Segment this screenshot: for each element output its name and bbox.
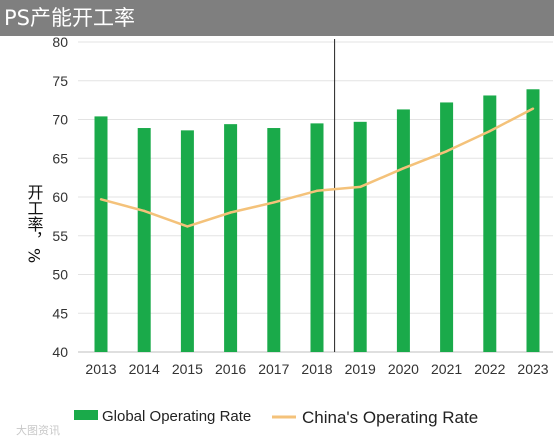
bar-global-2023 — [526, 89, 540, 353]
title-bar: PS产能开工率 — [0, 0, 554, 36]
x-tick-label: 2018 — [301, 361, 332, 377]
x-tick-label: 2022 — [474, 361, 505, 377]
y-tick-label: 65 — [52, 150, 68, 166]
y-tick-label: 55 — [52, 228, 68, 244]
point-china-2015 — [186, 225, 189, 228]
x-tick-label: 2017 — [258, 361, 289, 377]
bar-global-2022 — [483, 95, 497, 352]
bar-global-2018 — [310, 123, 324, 352]
y-tick-label: 50 — [52, 267, 68, 283]
legend-label-global: Global Operating Rate — [102, 408, 251, 425]
x-tick-label: 2013 — [85, 361, 116, 377]
bar-global-2014 — [137, 128, 151, 352]
bar-global-2013 — [94, 116, 108, 353]
point-china-2023 — [531, 107, 535, 110]
point-china-2013 — [99, 198, 103, 201]
point-china-2017 — [272, 201, 275, 204]
bar-global-2021 — [440, 102, 454, 352]
watermark-text: 大图资讯 — [16, 423, 60, 437]
y-tick-label: 80 — [52, 34, 68, 50]
x-ticks: 2013 2014 2015 2016 2017 2018 2019 2020 2021 2022… — [85, 361, 548, 377]
x-tick-label: 2020 — [388, 361, 419, 377]
y-ticks: 40 45 50 55 60 65 70 75 80 — [52, 34, 68, 360]
bars-layer — [94, 89, 540, 353]
y-axis-label: 开工率，% — [25, 184, 44, 263]
bar-global-2020 — [396, 109, 410, 352]
x-tick-label: 2014 — [129, 361, 160, 377]
y-tick-label: 40 — [52, 344, 68, 360]
x-tick-label: 2021 — [431, 361, 462, 377]
point-china-2019 — [359, 185, 362, 189]
x-tick-label: 2023 — [517, 361, 548, 377]
bar-global-2015 — [180, 130, 194, 352]
point-china-2018 — [315, 189, 319, 192]
point-china-2020 — [402, 167, 405, 170]
x-tick-label: 2016 — [215, 361, 246, 377]
bar-global-2017 — [267, 128, 281, 352]
legend-swatch-global — [74, 410, 98, 420]
line-layer — [99, 107, 535, 228]
point-china-2021 — [445, 150, 448, 153]
legend-label-china: China's Operating Rate — [302, 408, 478, 427]
y-tick-label: 75 — [52, 73, 68, 89]
point-china-2016 — [229, 211, 232, 214]
bar-global-2019 — [353, 121, 367, 352]
point-china-2014 — [143, 209, 146, 213]
legend: Global Operating Rate China's Operating R… — [74, 408, 478, 427]
point-china-2022 — [488, 129, 491, 133]
x-tick-label: 2019 — [345, 361, 376, 377]
chart-title: PS产能开工率 — [4, 6, 135, 30]
y-tick-label: 60 — [52, 189, 68, 205]
bar-global-2016 — [224, 124, 238, 353]
x-tick-label: 2015 — [172, 361, 203, 377]
y-tick-label: 45 — [52, 305, 68, 321]
y-tick-label: 70 — [52, 112, 68, 128]
